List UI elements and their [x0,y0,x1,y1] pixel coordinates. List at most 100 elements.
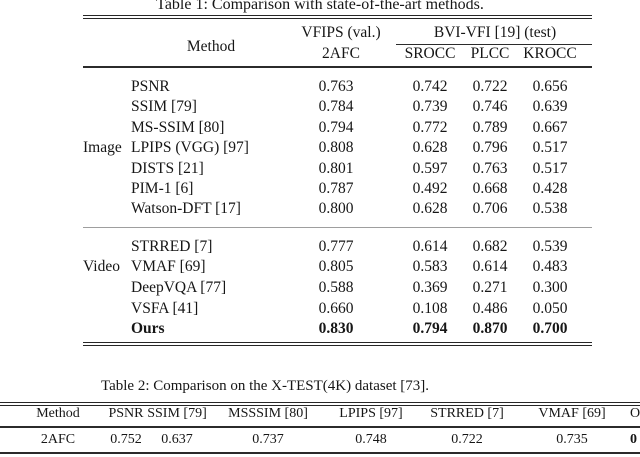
value-cell: 0.787 [318,180,354,197]
value-cell: 0.830 [318,320,354,337]
value-cell: 0.271 [472,279,508,296]
value-cell: 0.660 [318,300,354,317]
value-cell: 0.517 [532,160,568,177]
value-cell: 0.722 [472,78,508,95]
table-row: VSFA [41] 0.660 0.108 0.486 0.050 [0,299,640,319]
table2-cell-2afc: 2AFC [40,432,76,447]
table1-header-2afc: 2AFC [322,45,360,62]
value-cell: 0.801 [318,160,354,177]
table-row: Watson-DFT [17] 0.800 0.628 0.706 0.538 [0,199,640,219]
value-cell: 0.583 [412,258,448,275]
value-cell: 0.805 [318,258,354,275]
method-cell: Watson-DFT [17] [131,200,241,217]
table2-header-psnr: PSNR [108,406,144,421]
table1-header-midrule [83,66,592,68]
value-cell: 0.668 [472,180,508,197]
value-cell: 0.628 [412,200,448,217]
value-cell: 0.746 [472,98,508,115]
table1-header-krocc: KROCC [523,45,577,62]
table2-top-rule [0,402,640,406]
table-row: DISTS [21] 0.801 0.597 0.763 0.517 [0,159,640,179]
value-cell: 0.656 [532,78,568,95]
table1-caption: Table 1: Comparison with state-of-the-ar… [156,0,484,13]
value-cell: 0.789 [472,119,508,136]
table1-top-rule [83,15,592,19]
table1-header-srocc: SROCC [404,45,456,62]
value-cell: 0.700 [532,320,568,337]
method-cell: PSNR [131,78,170,95]
method-cell: MS-SSIM [80] [131,119,225,136]
value-cell: 0.777 [318,238,354,255]
group-label: Image [83,139,122,156]
value-cell: 0.050 [532,300,568,317]
method-cell: DeepVQA [77] [131,279,227,296]
value-cell: 0.588 [318,279,354,296]
value-cell: 0.639 [532,98,568,115]
table1-group-label-image: Image [0,138,640,158]
table1-header-vfips-group: VFIPS (val.) [301,24,381,41]
table-row: STRRED [7] 0.777 0.614 0.682 0.539 [0,237,640,257]
method-cell: PIM-1 [6] [131,180,194,197]
table-row-ours: Ours 0.830 0.794 0.870 0.700 [0,319,640,339]
table2-cell-vmaf: 0.735 [556,432,588,447]
value-cell: 0.517 [532,139,568,156]
table2-header-msssim: MSSSIM [80] [228,406,308,421]
table-row: PIM-1 [6] 0.787 0.492 0.668 0.428 [0,179,640,199]
table2-cell-ours-clipped: 0 [630,432,637,447]
value-cell: 0.794 [412,320,448,337]
value-cell: 0.796 [472,139,508,156]
value-cell: 0.706 [472,200,508,217]
value-cell: 0.486 [472,300,508,317]
value-cell: 0.483 [532,258,568,275]
table1-bottom-rule [83,342,592,346]
value-cell: 0.870 [472,320,508,337]
value-cell: 0.772 [412,119,448,136]
table1-header-method: Method [186,38,236,55]
value-cell: 0.428 [532,180,568,197]
value-cell: 0.614 [472,258,508,275]
table-row: PSNR 0.763 0.742 0.722 0.656 [0,77,640,97]
value-cell: 0.739 [412,98,448,115]
table2-cell-ssim: 0.637 [161,432,193,447]
value-cell: 0.538 [532,200,568,217]
method-cell: Ours [131,320,165,337]
value-cell: 0.667 [532,119,568,136]
table1-group-label-video: Video [0,257,640,277]
table2-header-ours-clipped: O [630,406,640,421]
table2-caption: Table 2: Comparison on the X-TEST(4K) da… [100,378,430,394]
table2-bottom-rule [0,452,640,455]
table2-header-strred: STRRED [7] [430,406,504,421]
value-cell: 0.628 [412,139,448,156]
value-cell: 0.492 [412,180,448,197]
method-cell: DISTS [21] [131,160,204,177]
table2-cell-msssim: 0.737 [252,432,284,447]
table2-cell-strred: 0.722 [451,432,483,447]
value-cell: 0.614 [412,238,448,255]
table2-header-vmaf: VMAF [69] [538,406,606,421]
value-cell: 0.784 [318,98,354,115]
method-cell: VMAF [69] [131,258,206,275]
method-cell: VSFA [41] [131,300,199,317]
value-cell: 0.682 [472,238,508,255]
value-cell: 0.539 [532,238,568,255]
table2-header-lpips: LPIPS [97] [339,406,403,421]
table2-header-method: Method [36,406,80,421]
value-cell: 0.800 [318,200,354,217]
value-cell: 0.369 [412,279,448,296]
value-cell: 0.763 [318,78,354,95]
table1-header-bvi-group: BVI-VFI [19] (test) [433,24,557,41]
value-cell: 0.597 [412,160,448,177]
value-cell: 0.763 [472,160,508,177]
group-label: Video [83,258,120,275]
table-row: SSIM [79] 0.784 0.739 0.746 0.639 [0,97,640,117]
table2-cell-psnr: 0.752 [110,432,142,447]
value-cell: 0.108 [412,300,448,317]
method-cell: STRRED [7] [131,238,213,255]
table-row: DeepVQA [77] 0.588 0.369 0.271 0.300 [0,278,640,298]
table-row: LPIPS (VGG) [97] 0.808 0.628 0.796 0.517 [0,138,640,158]
table2-header-midrule [0,426,640,428]
table-row: MS-SSIM [80] 0.794 0.772 0.789 0.667 [0,118,640,138]
method-cell: LPIPS (VGG) [97] [131,139,249,156]
table2-cell-lpips: 0.748 [355,432,387,447]
